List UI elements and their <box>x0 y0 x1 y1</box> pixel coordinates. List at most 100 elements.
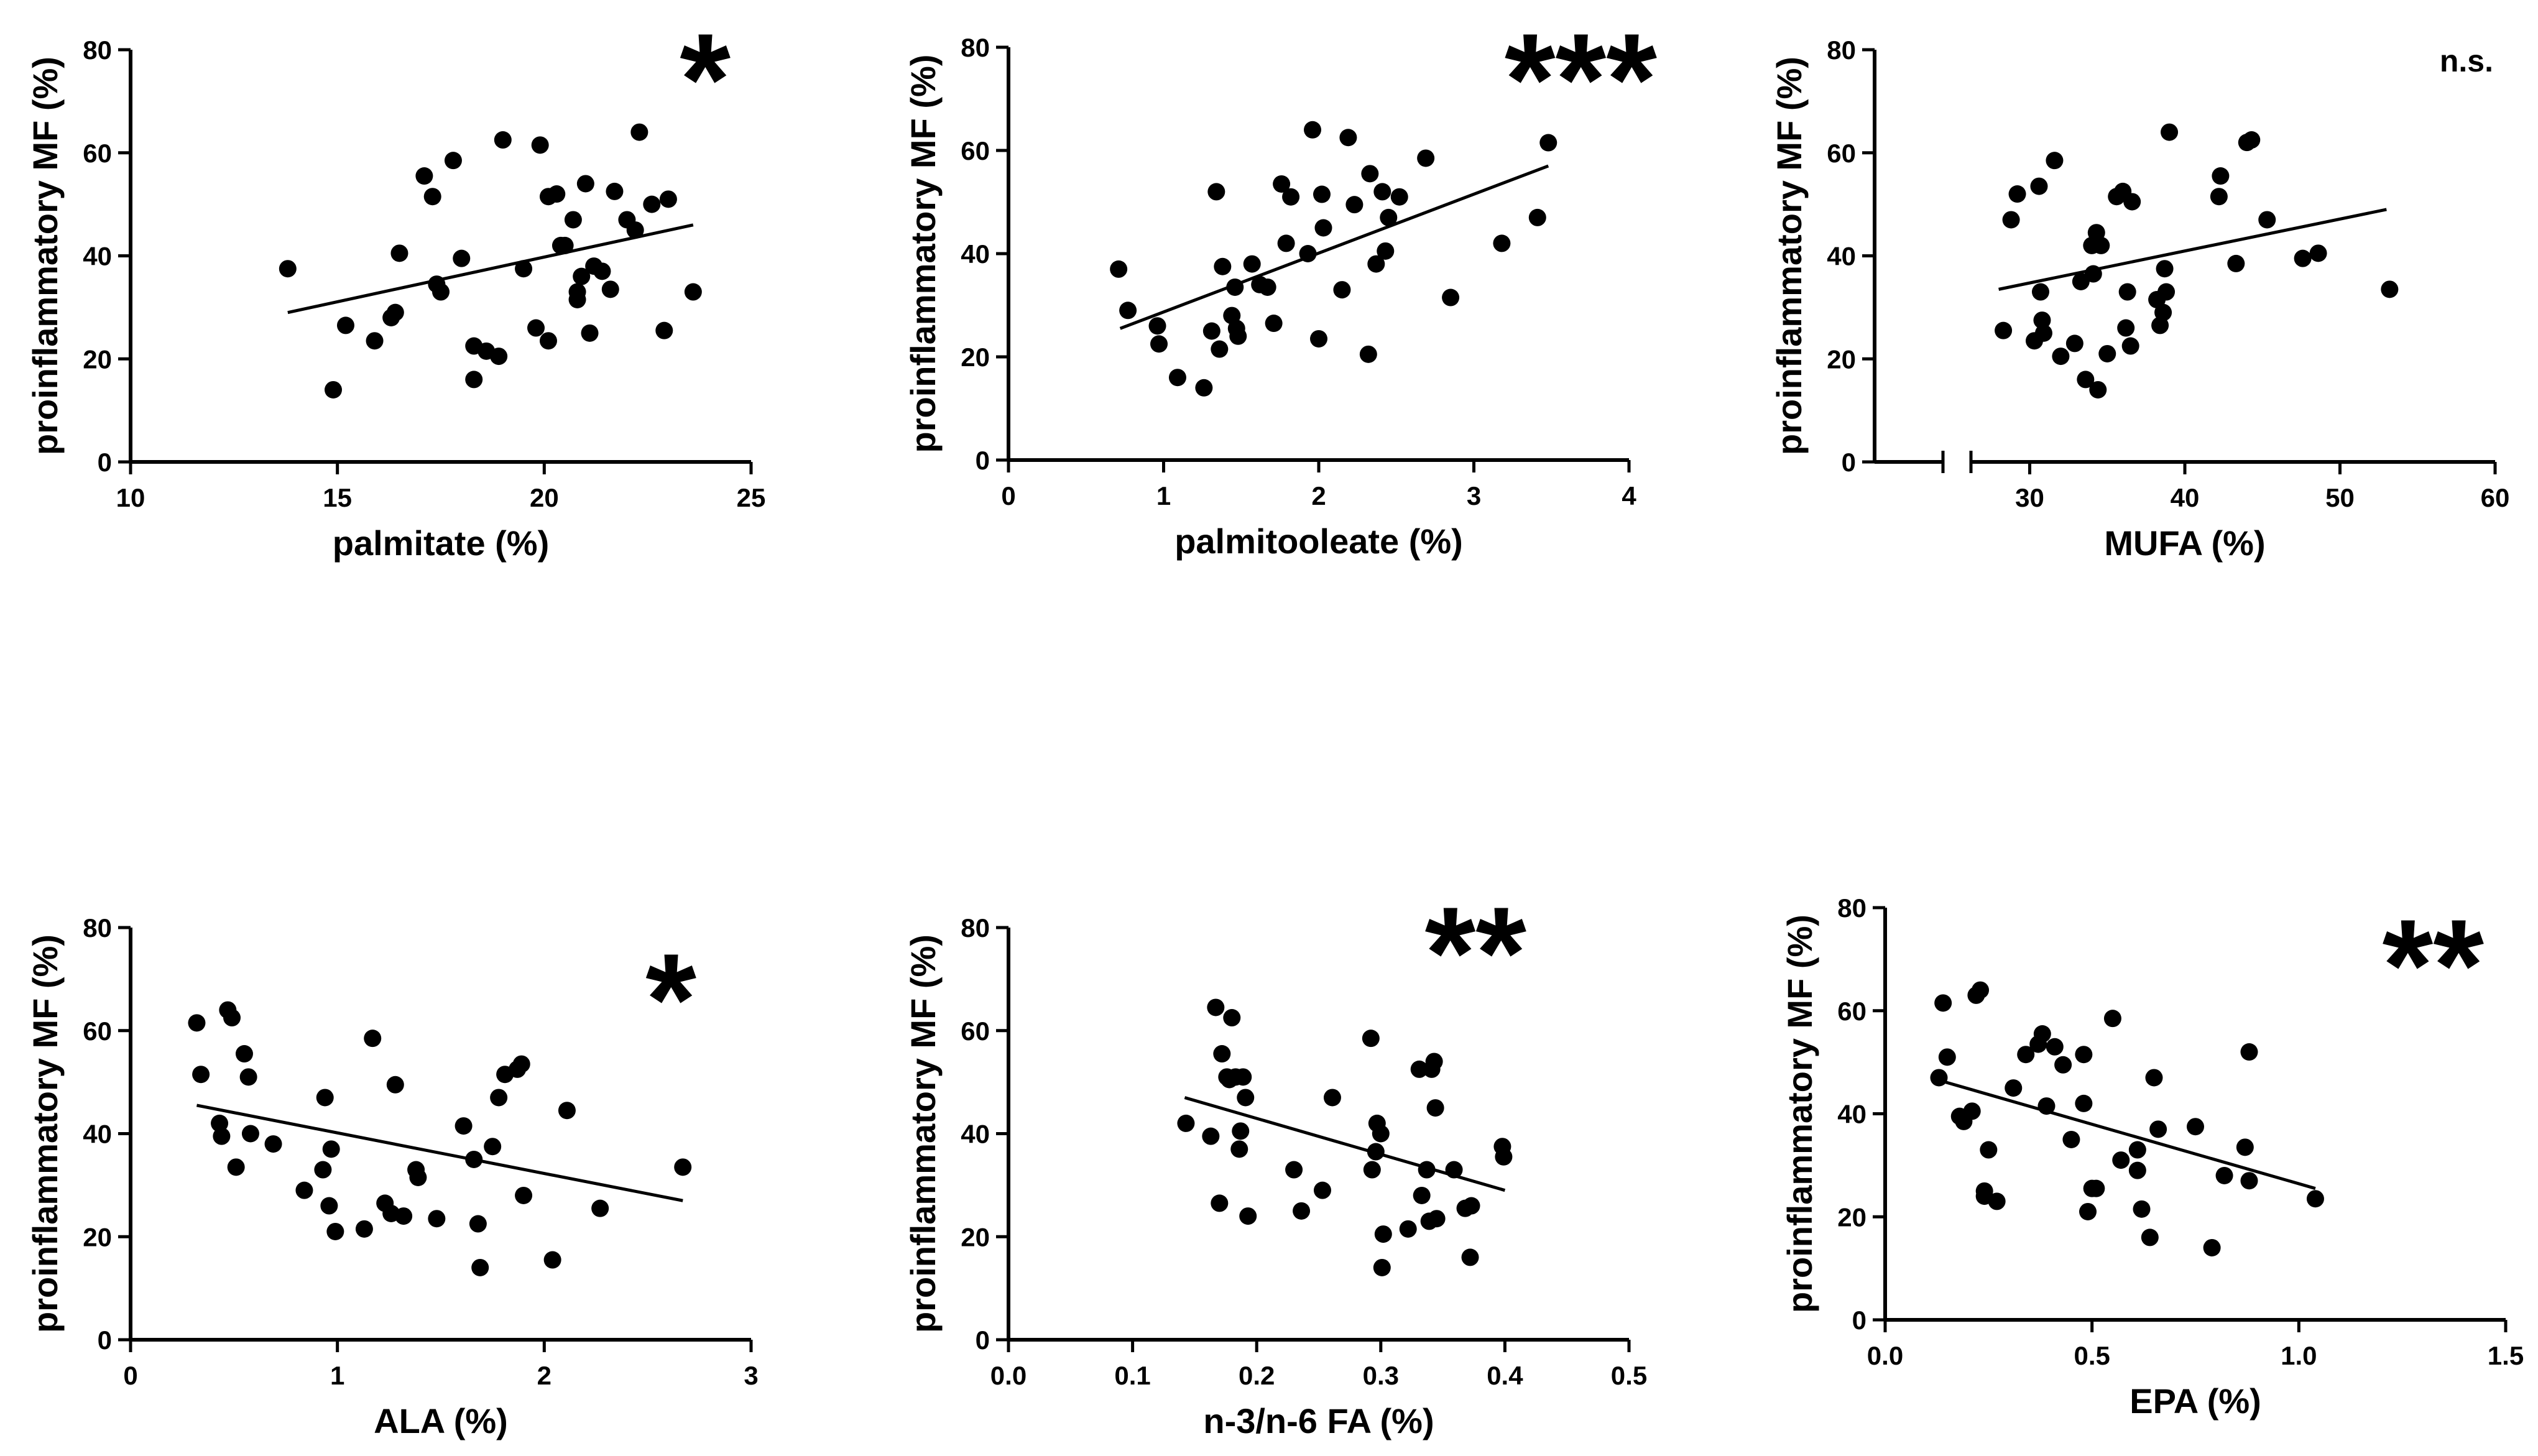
data-point <box>2128 1161 2146 1179</box>
data-point <box>626 221 644 239</box>
data-point <box>2005 1079 2023 1097</box>
data-point <box>2157 283 2176 301</box>
data-point <box>2062 1130 2080 1148</box>
data-point <box>2156 260 2174 278</box>
data-point <box>1293 1202 1311 1220</box>
data-point <box>674 1158 692 1176</box>
data-point <box>1442 288 1460 306</box>
y-tick-label: 0 <box>98 1325 112 1355</box>
data-point <box>1418 1161 1436 1179</box>
y-axis-label: proinflammatory MF (%) <box>1780 915 1819 1313</box>
data-point <box>223 1009 241 1027</box>
data-point <box>515 1186 533 1204</box>
y-tick-label: 40 <box>961 1120 990 1149</box>
data-point <box>2121 337 2139 355</box>
data-point <box>1377 242 1395 260</box>
data-point <box>494 131 512 149</box>
y-axis-label: proinflammatory MF (%) <box>1770 57 1809 455</box>
data-point <box>655 321 673 339</box>
data-point <box>1150 335 1168 353</box>
data-point <box>471 1258 489 1276</box>
data-point <box>1226 278 1244 296</box>
data-point <box>1258 278 1276 296</box>
y-tick-label: 20 <box>961 343 990 372</box>
y-tick-label: 60 <box>961 136 990 165</box>
x-tick-label: 3 <box>1467 481 1481 510</box>
y-tick-label: 80 <box>83 35 112 65</box>
data-point <box>2037 1097 2056 1115</box>
data-point <box>543 1251 561 1269</box>
data-point <box>1211 340 1229 358</box>
data-point <box>1339 129 1357 147</box>
data-point <box>539 332 557 350</box>
data-point <box>1938 1048 1956 1066</box>
x-tick-label: 0.5 <box>1611 1361 1647 1390</box>
data-point <box>581 324 599 342</box>
y-tick-label: 0 <box>976 446 990 475</box>
data-point <box>2072 272 2090 290</box>
x-tick-label: 4 <box>1622 481 1636 510</box>
data-point <box>1237 1089 1255 1107</box>
data-point <box>409 1168 427 1186</box>
data-point <box>227 1158 245 1176</box>
y-tick-label: 0 <box>1852 1306 1867 1335</box>
data-point <box>2084 265 2102 283</box>
data-point <box>386 1076 404 1094</box>
data-point <box>1374 1225 1392 1243</box>
data-point <box>428 1210 446 1228</box>
y-axis-label: proinflammatory MF (%) <box>25 934 65 1333</box>
data-point <box>1119 302 1137 320</box>
data-point <box>2215 1166 2233 1184</box>
data-point <box>2075 1046 2093 1064</box>
data-point <box>2054 1056 2072 1074</box>
y-tick-label: 0 <box>98 448 112 477</box>
x-tick-label: 30 <box>2015 483 2044 512</box>
data-point <box>659 190 677 208</box>
data-point <box>1299 245 1317 262</box>
y-tick-label: 20 <box>83 1222 112 1251</box>
x-tick-label: 1.0 <box>2281 1341 2317 1370</box>
data-point <box>2141 1228 2159 1246</box>
x-tick-label: 2 <box>537 1361 551 1390</box>
data-point <box>1333 281 1351 299</box>
data-point <box>1168 369 1186 387</box>
data-point <box>366 332 384 350</box>
y-tick-label: 0 <box>976 1325 990 1355</box>
data-point <box>1229 327 1247 345</box>
data-point <box>1314 219 1332 237</box>
data-point <box>2133 1200 2151 1218</box>
data-point <box>2227 254 2245 272</box>
data-point <box>1304 121 1322 139</box>
x-tick-label: 1 <box>1156 481 1171 510</box>
significance-marker: * <box>645 926 696 1072</box>
data-point <box>336 316 354 334</box>
data-point <box>465 1150 483 1168</box>
x-tick-label: 2 <box>1311 481 1326 510</box>
data-point <box>1410 1060 1428 1078</box>
data-point <box>2079 1202 2097 1220</box>
y-tick-label: 60 <box>1837 997 1867 1026</box>
data-point <box>2258 211 2276 229</box>
data-point <box>1110 260 1128 278</box>
y-tick-label: 40 <box>1837 1100 1867 1129</box>
data-point <box>1963 1102 1981 1120</box>
data-point <box>1399 1220 1417 1238</box>
data-point <box>2103 1010 2121 1028</box>
data-point <box>264 1135 282 1153</box>
x-tick-label: 0.5 <box>2074 1341 2110 1370</box>
data-point <box>1972 981 1990 999</box>
y-tick-label: 80 <box>961 913 990 942</box>
data-point <box>1980 1141 1998 1159</box>
data-point <box>213 1127 231 1145</box>
data-point <box>1417 149 1435 167</box>
data-point <box>415 167 433 185</box>
data-point <box>192 1066 210 1084</box>
data-point <box>2002 211 2020 229</box>
data-point <box>484 1138 502 1156</box>
data-point <box>2030 177 2048 195</box>
x-axis-label: n-3/n-6 FA (%) <box>1203 1401 1434 1440</box>
chart-panel-4: 0 20 40 60 80 0 1 2 3 ALA (%) proinflammatory MF (… <box>25 913 759 1440</box>
y-tick-label: 40 <box>83 1120 112 1149</box>
chart-panel-3: 0 20 40 60 80 30 40 50 60 MUFA (%) proinflammatory… <box>1770 35 2509 563</box>
